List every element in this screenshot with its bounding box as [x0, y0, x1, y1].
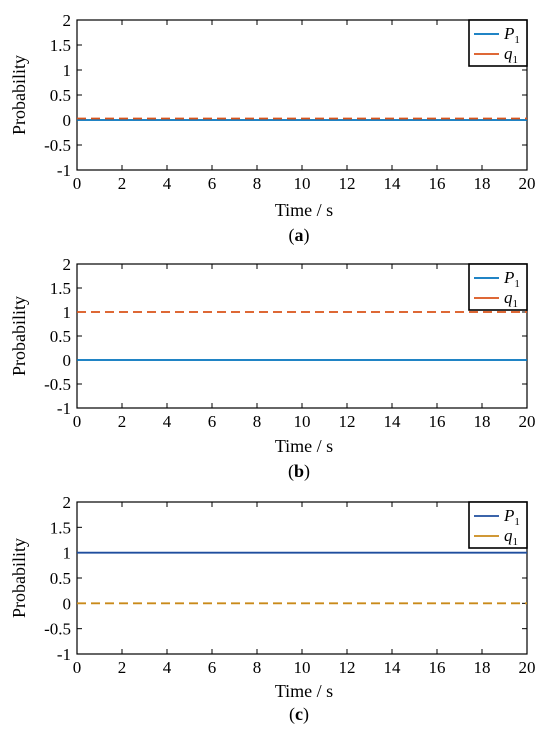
- y-tick-label: -1: [57, 161, 71, 180]
- y-tick-label: 0.5: [50, 327, 71, 346]
- chart-panel-c: 0 2 4 6 8 10 12 14 16 18 2021.510.50-0.5-1P1q1Time…: [9, 493, 536, 725]
- x-tick-label: 8: [253, 174, 262, 193]
- panel-caption: (c): [289, 704, 309, 725]
- x-tick-label: 20: [519, 174, 536, 193]
- panel-caption: (a): [289, 225, 310, 246]
- x-tick-label: 18: [474, 658, 491, 677]
- x-tick-label: 4: [163, 412, 172, 431]
- legend-label-P1: P1: [503, 268, 520, 290]
- x-tick-label: 14: [384, 174, 402, 193]
- y-tick-label: 2: [63, 11, 72, 30]
- x-tick-label: 12: [339, 412, 356, 431]
- legend-label-q1: q1: [504, 526, 518, 548]
- x-tick-label: 10: [294, 658, 311, 677]
- x-tick-label: 14: [384, 412, 402, 431]
- x-tick-label: 4: [163, 174, 172, 193]
- legend-label-q1: q1: [504, 288, 518, 310]
- x-tick-label: 18: [474, 174, 491, 193]
- plot-frame: [76, 501, 528, 655]
- y-tick-label: 0.5: [50, 569, 71, 588]
- x-tick-label: 16: [429, 174, 446, 193]
- x-axis-label: Time / s: [275, 681, 333, 701]
- x-tick-label: 16: [429, 658, 446, 677]
- y-tick-label: 2: [63, 493, 72, 512]
- y-tick-label: 0: [63, 111, 72, 130]
- y-tick-label: 1.5: [50, 279, 71, 298]
- y-tick-label: 1.5: [50, 518, 71, 537]
- x-tick-label: 0: [73, 658, 82, 677]
- legend-box: [468, 501, 528, 549]
- legend-label-P1: P1: [503, 24, 520, 46]
- y-tick-label: 0: [63, 351, 72, 370]
- x-tick-label: 20: [519, 658, 536, 677]
- x-tick-label: 8: [253, 412, 262, 431]
- legend-label-q1: q1: [504, 44, 518, 66]
- plot-frame: [76, 19, 528, 171]
- x-tick-label: 0: [73, 412, 82, 431]
- y-tick-label: -0.5: [44, 375, 71, 394]
- y-tick-label: 2: [63, 255, 72, 274]
- x-tick-label: 8: [253, 658, 262, 677]
- legend-box: [468, 19, 528, 67]
- y-axis-label: Probability: [9, 296, 29, 376]
- x-tick-label: 20: [519, 412, 536, 431]
- x-tick-label: 12: [339, 174, 356, 193]
- chart-panel-a: 0 2 4 6 8 10 12 14 16 18 2021.510.50-0.5-1P1q1Time…: [9, 11, 536, 246]
- y-axis-label: Probability: [9, 55, 29, 135]
- plot-frame: [76, 263, 528, 409]
- x-tick-label: 2: [118, 412, 127, 431]
- x-tick-label: 16: [429, 412, 446, 431]
- panel-caption: (b): [288, 461, 310, 482]
- x-tick-label: 6: [208, 658, 217, 677]
- y-tick-label: 1.5: [50, 36, 71, 55]
- y-tick-label: 1: [63, 303, 72, 322]
- y-tick-label: 0.5: [50, 86, 71, 105]
- y-tick-label: -0.5: [44, 620, 71, 639]
- y-tick-label: -1: [57, 645, 71, 664]
- x-tick-label: 12: [339, 658, 356, 677]
- y-tick-label: -0.5: [44, 136, 71, 155]
- x-tick-label: 10: [294, 412, 311, 431]
- x-tick-label: 6: [208, 412, 217, 431]
- x-tick-label: 18: [474, 412, 491, 431]
- y-tick-label: 1: [63, 61, 72, 80]
- x-tick-label: 4: [163, 658, 172, 677]
- x-axis-label: Time / s: [275, 436, 333, 456]
- y-axis-label: Probability: [9, 538, 29, 618]
- y-tick-label: -1: [57, 399, 71, 418]
- y-tick-label: 1: [63, 544, 72, 563]
- x-tick-label: 6: [208, 174, 217, 193]
- legend-box: [468, 263, 528, 311]
- chart-panel-b: 0 2 4 6 8 10 12 14 16 18 2021.510.50-0.5-1P1q1Time…: [9, 255, 536, 482]
- x-tick-label: 0: [73, 174, 82, 193]
- x-tick-label: 2: [118, 174, 127, 193]
- legend-label-P1: P1: [503, 506, 520, 528]
- x-tick-label: 10: [294, 174, 311, 193]
- x-axis-label: Time / s: [275, 200, 333, 220]
- x-tick-label: 2: [118, 658, 127, 677]
- y-tick-label: 0: [63, 594, 72, 613]
- x-tick-label: 14: [384, 658, 402, 677]
